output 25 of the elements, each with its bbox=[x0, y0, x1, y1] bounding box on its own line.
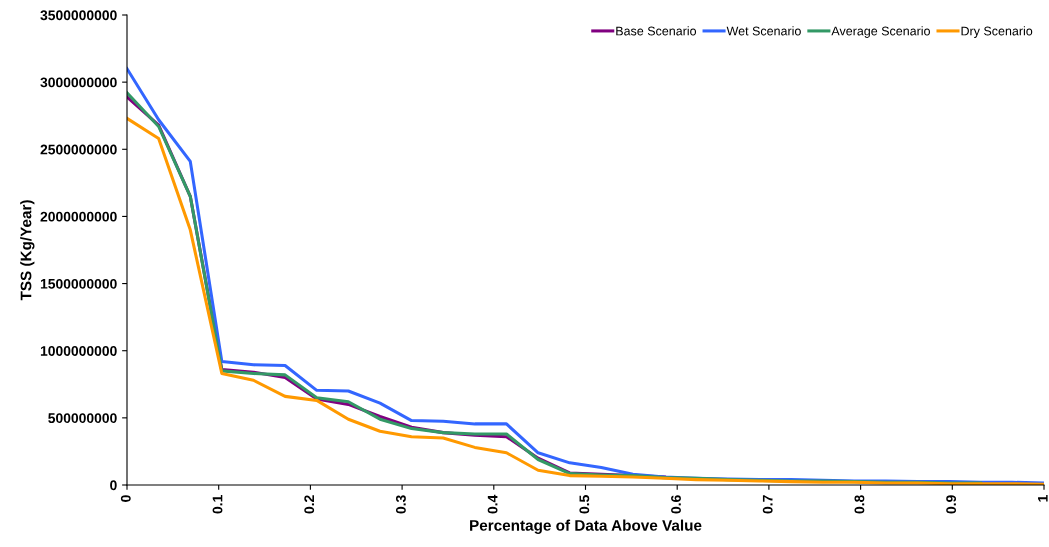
y-tick-label: 3000000000 bbox=[40, 77, 117, 88]
x-tick-label: 0.5 bbox=[579, 495, 590, 514]
x-axis-title: Percentage of Data Above Value bbox=[470, 519, 702, 534]
y-tick-label: 3500000000 bbox=[40, 10, 117, 21]
legend-label: Dry Scenario bbox=[961, 26, 1033, 38]
legend-label: Average Scenario bbox=[831, 26, 930, 38]
y-axis-title: TSS (Kg/Year) bbox=[20, 200, 35, 301]
x-tick-label: 0.8 bbox=[854, 495, 865, 514]
y-tick-label: 1000000000 bbox=[40, 346, 117, 356]
x-tick-label: 0.3 bbox=[395, 495, 406, 514]
y-tick-label: 2500000000 bbox=[40, 144, 117, 155]
x-tick-label: 0.4 bbox=[487, 494, 498, 514]
x-tick-label: 0.7 bbox=[762, 495, 773, 514]
x-tick-label: 0.9 bbox=[946, 495, 957, 514]
x-tick-label: 0.2 bbox=[304, 495, 315, 514]
legend-label: Base Scenario bbox=[616, 26, 697, 36]
x-tick-label: 0.1 bbox=[212, 495, 223, 514]
x-tick-label: 0.6 bbox=[671, 495, 681, 514]
x-tick-label: 0 bbox=[120, 495, 131, 502]
y-tick-label: 1500000000 bbox=[40, 278, 117, 289]
y-tick-label: 0 bbox=[110, 480, 117, 491]
y-tick-label: 2000000000 bbox=[40, 211, 117, 222]
x-tick-label: 1 bbox=[1038, 495, 1048, 502]
y-tick-label: 500000000 bbox=[48, 413, 117, 424]
legend-label: Wet Scenario bbox=[726, 26, 801, 36]
